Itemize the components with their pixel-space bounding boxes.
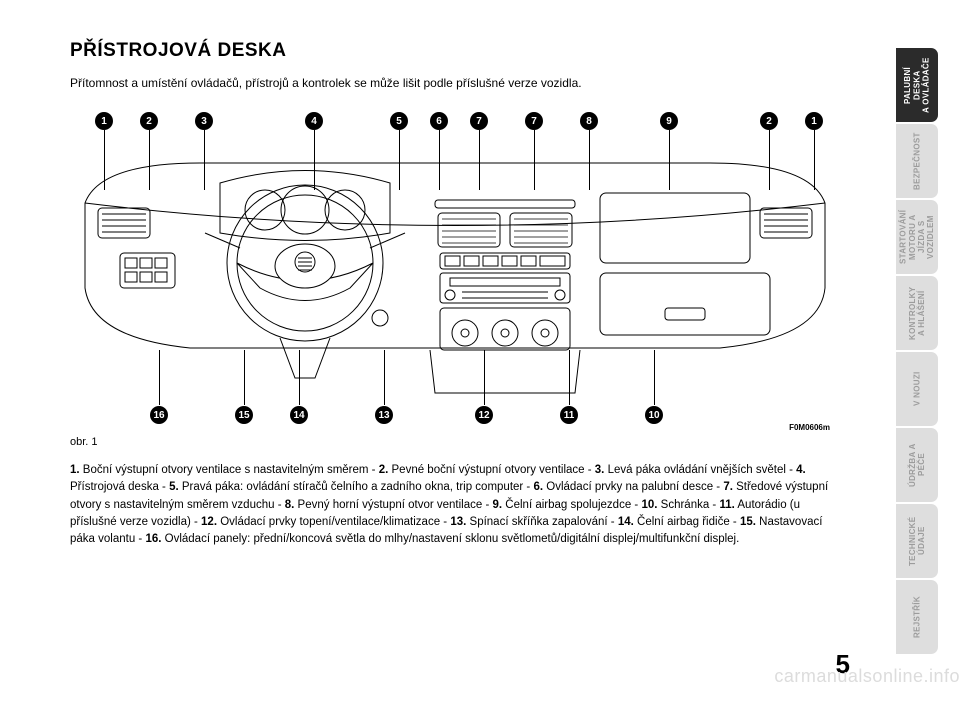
side-tab[interactable]: REJSTŘÍK xyxy=(896,580,938,654)
callout-leader xyxy=(654,350,655,405)
callout-1: 1 xyxy=(95,112,113,130)
side-tab[interactable]: V NOUZI xyxy=(896,352,938,426)
side-tab[interactable]: ÚDRŽBA A PÉČE xyxy=(896,428,938,502)
figure-caption: obr. 1 xyxy=(70,436,840,448)
callout-leader xyxy=(159,350,160,405)
callout-11: 11 xyxy=(560,406,578,424)
side-tab[interactable]: KONTROLKYA HLÁŠENÍ xyxy=(896,276,938,350)
callout-3: 3 xyxy=(195,112,213,130)
callout-9: 9 xyxy=(660,112,678,130)
callout-5: 5 xyxy=(390,112,408,130)
callout-leader xyxy=(104,130,105,190)
dashboard-diagram: F0M0606m 12345677892116151413121110 xyxy=(80,110,830,430)
callout-4: 4 xyxy=(305,112,323,130)
dashboard-illustration xyxy=(80,138,830,398)
callout-leader xyxy=(669,130,670,190)
side-tabs: PALUBNÍ DESKAA OVLÁDAČEBEZPEČNOSTSTARTOV… xyxy=(896,48,938,654)
callout-12: 12 xyxy=(475,406,493,424)
callout-leader xyxy=(299,350,300,405)
callout-leader xyxy=(204,130,205,190)
callout-7: 7 xyxy=(525,112,543,130)
side-tab[interactable]: STARTOVÁNÍMOTORU A JÍZDA SVOZIDLEM xyxy=(896,200,938,274)
callout-7: 7 xyxy=(470,112,488,130)
watermark: carmanualsonline.info xyxy=(774,666,960,687)
callout-10: 10 xyxy=(645,406,663,424)
callout-leader xyxy=(769,130,770,190)
side-tab[interactable]: TECHNICKÉ ÚDAJE xyxy=(896,504,938,578)
callout-8: 8 xyxy=(580,112,598,130)
side-tab[interactable]: BEZPEČNOST xyxy=(896,124,938,198)
callout-14: 14 xyxy=(290,406,308,424)
callout-leader xyxy=(314,130,315,190)
side-tab[interactable]: PALUBNÍ DESKAA OVLÁDAČE xyxy=(896,48,938,122)
intro-text: Přítomnost a umístění ovládačů, přístroj… xyxy=(70,76,840,90)
callout-13: 13 xyxy=(375,406,393,424)
page-title: PŘÍSTROJOVÁ DESKA xyxy=(70,40,840,62)
callout-leader xyxy=(244,350,245,405)
callout-15: 15 xyxy=(235,406,253,424)
figure-code: F0M0606m xyxy=(789,423,830,432)
callout-leader xyxy=(534,130,535,190)
callout-leader xyxy=(399,130,400,190)
callout-6: 6 xyxy=(430,112,448,130)
callout-leader xyxy=(814,130,815,190)
legend-text: 1. Boční výstupní otvory ventilace s nas… xyxy=(70,462,840,548)
callout-leader xyxy=(384,350,385,405)
callout-leader xyxy=(569,350,570,405)
callout-2: 2 xyxy=(760,112,778,130)
callout-leader xyxy=(439,130,440,190)
callout-leader xyxy=(589,130,590,190)
callout-leader xyxy=(149,130,150,190)
callout-leader xyxy=(484,350,485,405)
callout-1: 1 xyxy=(805,112,823,130)
callout-16: 16 xyxy=(150,406,168,424)
callout-2: 2 xyxy=(140,112,158,130)
callout-leader xyxy=(479,130,480,190)
